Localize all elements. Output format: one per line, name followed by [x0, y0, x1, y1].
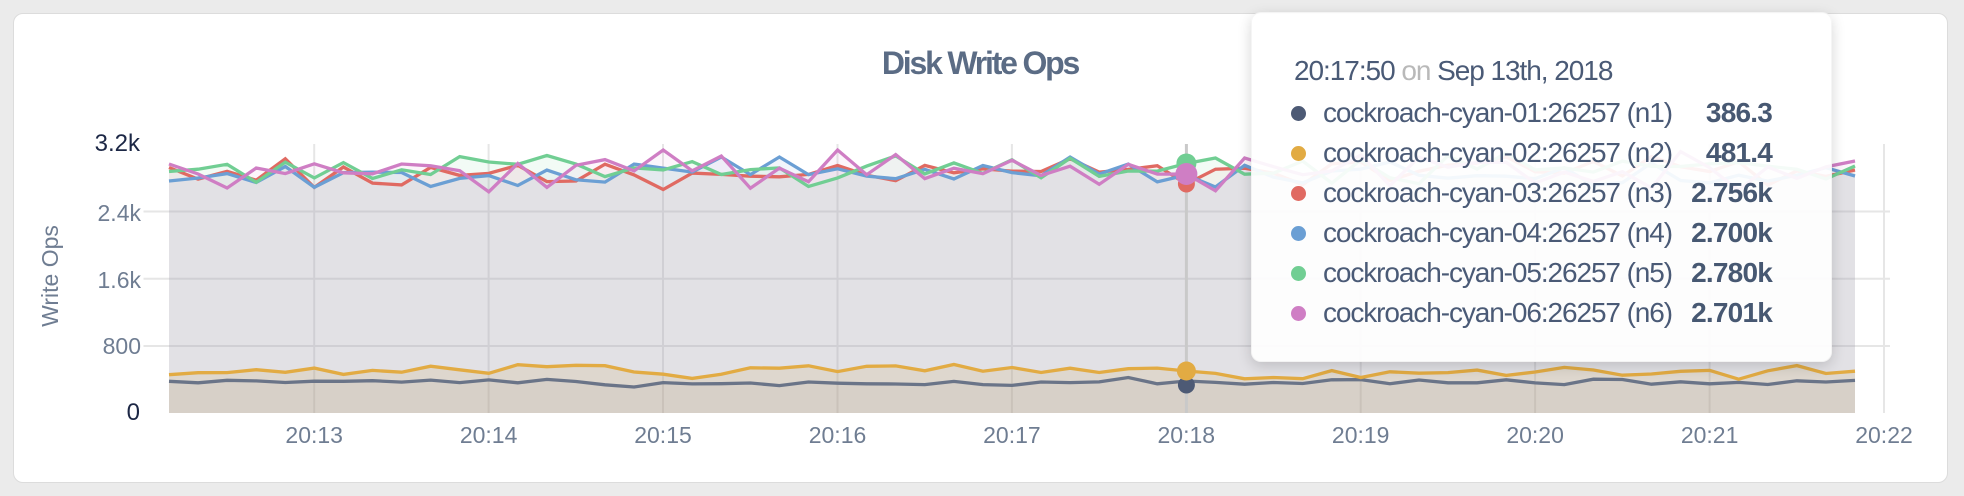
svg-text:1.6k: 1.6k	[98, 267, 142, 293]
svg-text:20:20: 20:20	[1506, 422, 1564, 448]
svg-text:2.4k: 2.4k	[98, 200, 142, 226]
svg-text:800: 800	[103, 333, 141, 359]
svg-text:3.2k: 3.2k	[95, 130, 141, 157]
svg-text:Write Ops: Write Ops	[37, 225, 63, 327]
svg-text:20:15: 20:15	[634, 422, 692, 448]
svg-text:20:16: 20:16	[809, 422, 867, 448]
svg-text:20:21: 20:21	[1681, 422, 1739, 448]
svg-text:20:13: 20:13	[285, 422, 343, 448]
svg-text:20:14: 20:14	[460, 422, 518, 448]
svg-text:20:22: 20:22	[1855, 422, 1913, 448]
svg-text:20:17: 20:17	[983, 422, 1041, 448]
svg-text:20:18: 20:18	[1158, 422, 1216, 448]
svg-text:20:19: 20:19	[1332, 422, 1390, 448]
svg-text:0: 0	[127, 399, 140, 426]
